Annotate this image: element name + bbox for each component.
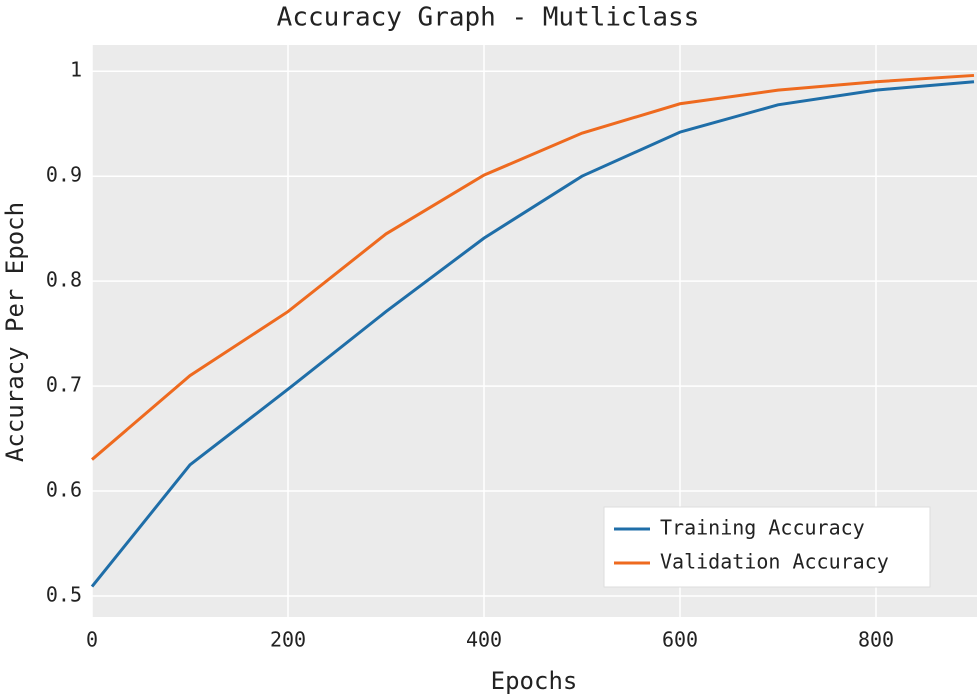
legend-label: Training Accuracy [660,516,865,540]
x-tick-label: 600 [662,628,698,652]
x-tick-label: 200 [270,628,306,652]
x-tick-label: 400 [466,628,502,652]
y-tick-label: 1 [70,58,82,82]
x-tick-label: 0 [86,628,98,652]
y-tick-label: 0.8 [46,268,82,292]
y-axis-label: Accuracy Per Epoch [1,202,29,462]
y-tick-label: 0.7 [46,373,82,397]
y-tick-label: 0.6 [46,478,82,502]
legend-label: Validation Accuracy [660,550,889,574]
y-tick-label: 0.5 [46,583,82,607]
series-line [90,80,975,588]
chart-title: Accuracy Graph - Mutliclass [277,3,700,33]
x-tick-label: 800 [858,628,894,652]
series-line [91,73,975,461]
y-tick-label: 0.9 [46,163,82,187]
legend-box [603,506,931,588]
x-axis-label: Epochs [491,667,578,695]
